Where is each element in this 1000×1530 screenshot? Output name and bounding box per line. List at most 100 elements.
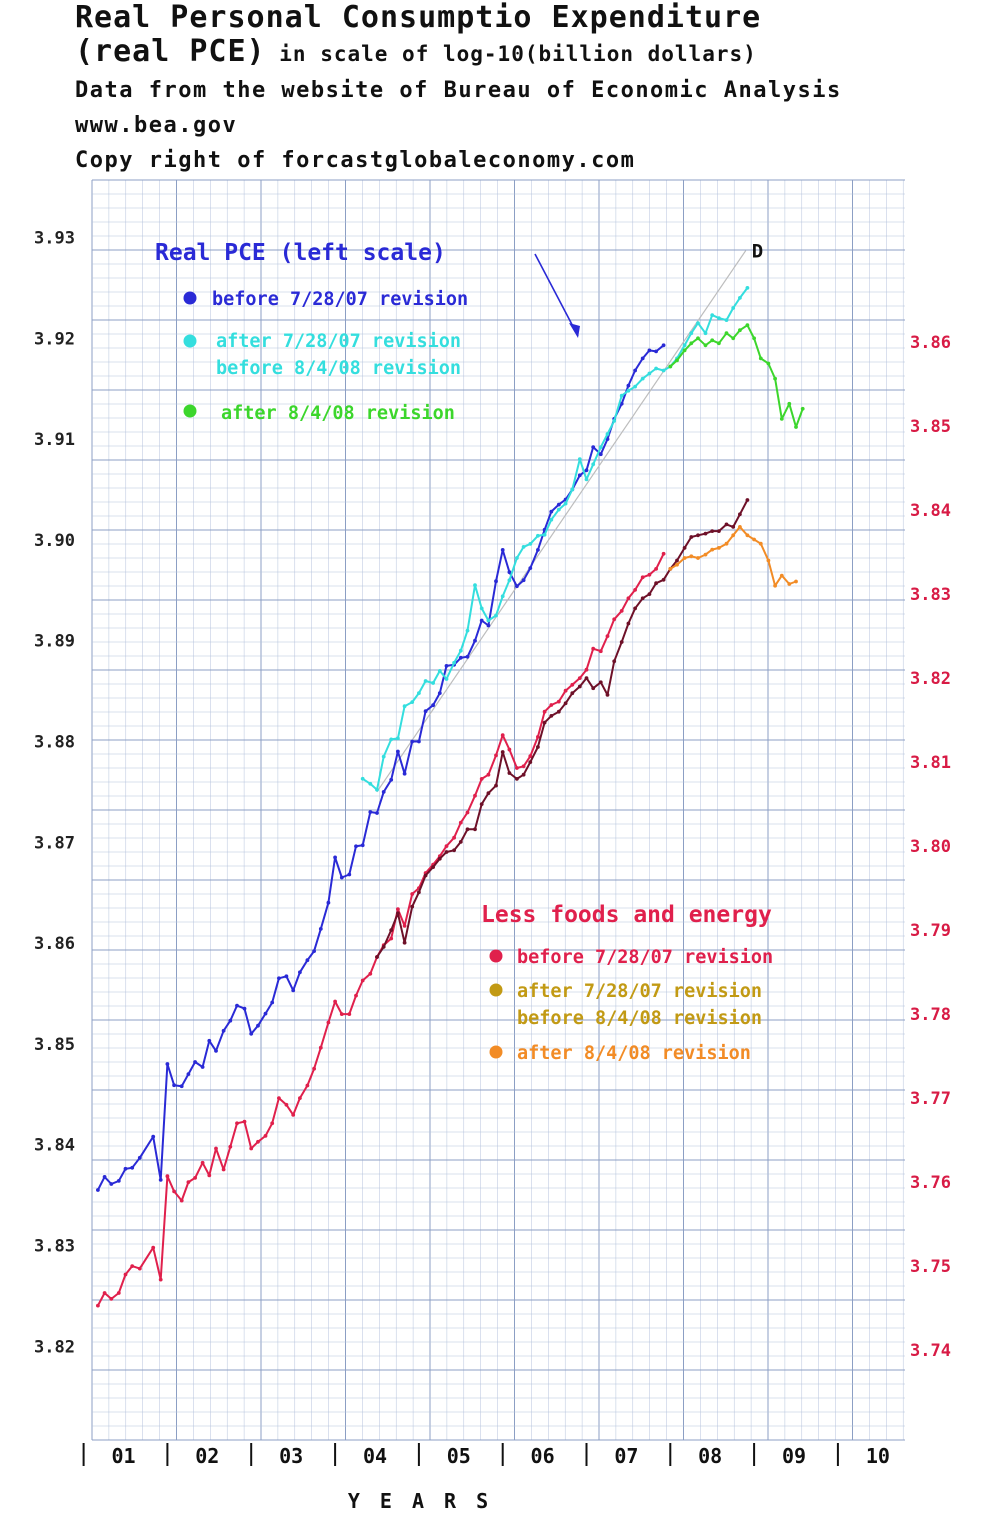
point-pce_after_07 (368, 781, 373, 786)
point-core_before_07 (207, 1173, 212, 1178)
point-pce_after_07 (633, 384, 637, 389)
point-pce_before_07 (375, 811, 379, 815)
point-core_after_07 (549, 714, 554, 718)
right-tick-label: 3.84 (910, 501, 951, 521)
point-pce_before_07 (423, 709, 428, 714)
left-tick-label: 3.84 (34, 1136, 75, 1156)
point-pce_before_07 (584, 468, 589, 473)
point-pce_before_07 (298, 970, 302, 975)
legend-top-item-4: after 8/4/08 revision (221, 403, 455, 424)
point-pce_before_07 (249, 1031, 254, 1036)
legend-bottom-dot-1 (489, 949, 503, 963)
point-core_before_07 (193, 1176, 198, 1180)
point-pce_after_07 (444, 677, 449, 681)
point-core_after_08 (682, 556, 687, 560)
point-core_after_07 (563, 701, 568, 706)
point-core_after_07 (473, 827, 477, 832)
point-pce_before_07 (263, 1011, 268, 1016)
point-pce_after_07 (465, 628, 470, 633)
point-core_before_07 (102, 1291, 107, 1295)
point-pce_before_07 (536, 548, 540, 552)
point-pce_before_07 (158, 1178, 163, 1182)
series-layer (96, 286, 805, 1308)
right-tick-label: 3.78 (910, 1005, 951, 1025)
point-core_before_07 (389, 936, 394, 941)
point-core_after_07 (410, 904, 415, 909)
point-pce_after_07 (410, 700, 415, 704)
point-label-d: D (752, 241, 763, 263)
point-core_after_08 (675, 562, 679, 567)
point-core_before_07 (116, 1291, 121, 1295)
point-pce_after_08 (682, 348, 687, 353)
point-core_after_07 (710, 529, 715, 533)
point-pce_after_07 (717, 316, 721, 320)
left-tick-label: 3.83 (34, 1237, 75, 1257)
point-pce_before_07 (312, 949, 316, 953)
point-pce_before_07 (200, 1065, 205, 1069)
point-pce_after_07 (431, 681, 435, 685)
point-core_after_08 (703, 552, 708, 557)
point-pce_before_07 (102, 1175, 107, 1179)
legend-top-title: Real PCE (left scale) (155, 240, 446, 266)
copyright-line: Copy right of forcastglobaleconomy.com (75, 148, 636, 173)
point-core_before_07 (130, 1264, 135, 1268)
point-core_after_07 (521, 772, 526, 777)
legend-top-item-3: before 8/4/08 revision (216, 358, 461, 379)
point-core_before_07 (186, 1180, 191, 1184)
point-core_before_07 (626, 596, 631, 601)
point-core_after_07 (423, 873, 428, 878)
point-core_before_07 (584, 667, 589, 672)
left-tick-label: 3.88 (34, 733, 75, 753)
point-core_before_07 (458, 820, 463, 825)
point-core_after_07 (444, 850, 449, 854)
point-core_after_07 (633, 606, 637, 611)
point-core_before_07 (298, 1096, 302, 1100)
point-pce_before_07 (109, 1182, 114, 1186)
point-pce_before_07 (123, 1166, 128, 1171)
point-pce_after_07 (528, 542, 533, 546)
point-pce_after_07 (563, 501, 568, 506)
point-pce_before_07 (640, 356, 645, 361)
point-pce_after_07 (417, 691, 421, 695)
point-pce_before_07 (214, 1049, 218, 1053)
point-pce_before_07 (284, 974, 289, 979)
legend-bottom-dot-3 (489, 1045, 503, 1059)
point-core_before_07 (256, 1139, 260, 1144)
right-tick-label: 3.81 (910, 753, 951, 773)
legend-top: Real PCE (left scale) before 7/28/07 rev… (155, 240, 580, 424)
point-core_after_07 (640, 596, 645, 601)
point-core_after_07 (682, 546, 687, 550)
legend-top-item-2: after 7/28/07 revision (216, 331, 461, 352)
point-core_before_07 (326, 1020, 331, 1025)
point-core_after_07 (745, 498, 750, 502)
title-line-1: Real Personal Consumptio Expenditure (75, 0, 762, 35)
point-core_after_07 (494, 783, 498, 788)
point-core_after_07 (647, 592, 652, 596)
point-core_after_07 (738, 512, 742, 517)
point-pce_after_08 (745, 323, 750, 328)
point-core_after_07 (696, 533, 700, 538)
point-core_before_07 (515, 766, 519, 770)
x-axis: 01 02 03 04 05 06 07 08 09 10 (82, 1443, 890, 1468)
point-core_before_07 (612, 617, 617, 622)
point-pce_after_07 (626, 388, 631, 393)
point-core_after_07 (661, 577, 666, 582)
legend-bottom-item-4: after 8/4/08 revision (517, 1043, 751, 1064)
point-pce_before_07 (515, 584, 519, 589)
point-pce_before_07 (305, 958, 310, 963)
point-pce_after_07 (437, 669, 442, 673)
point-pce_before_07 (458, 655, 463, 660)
source-line: Data from the website of Bureau of Econo… (75, 78, 842, 103)
title-line-2: (real PCE) in scale of log-10(billion do… (75, 34, 757, 69)
point-pce_after_07 (598, 445, 603, 449)
point-pce_before_07 (417, 739, 421, 744)
point-core_after_08 (689, 554, 694, 559)
left-axis-ticks: 3.93 3.92 3.91 3.90 3.89 3.88 3.87 3.86 3.85 3.84… (34, 229, 75, 1358)
point-pce_after_08 (773, 376, 777, 381)
point-core_before_07 (647, 572, 652, 577)
left-tick-label: 3.86 (34, 934, 75, 954)
right-tick-label: 3.76 (910, 1173, 951, 1193)
point-pce_after_07 (577, 457, 582, 462)
point-core_before_07 (235, 1121, 239, 1126)
point-pce_before_07 (591, 445, 596, 449)
